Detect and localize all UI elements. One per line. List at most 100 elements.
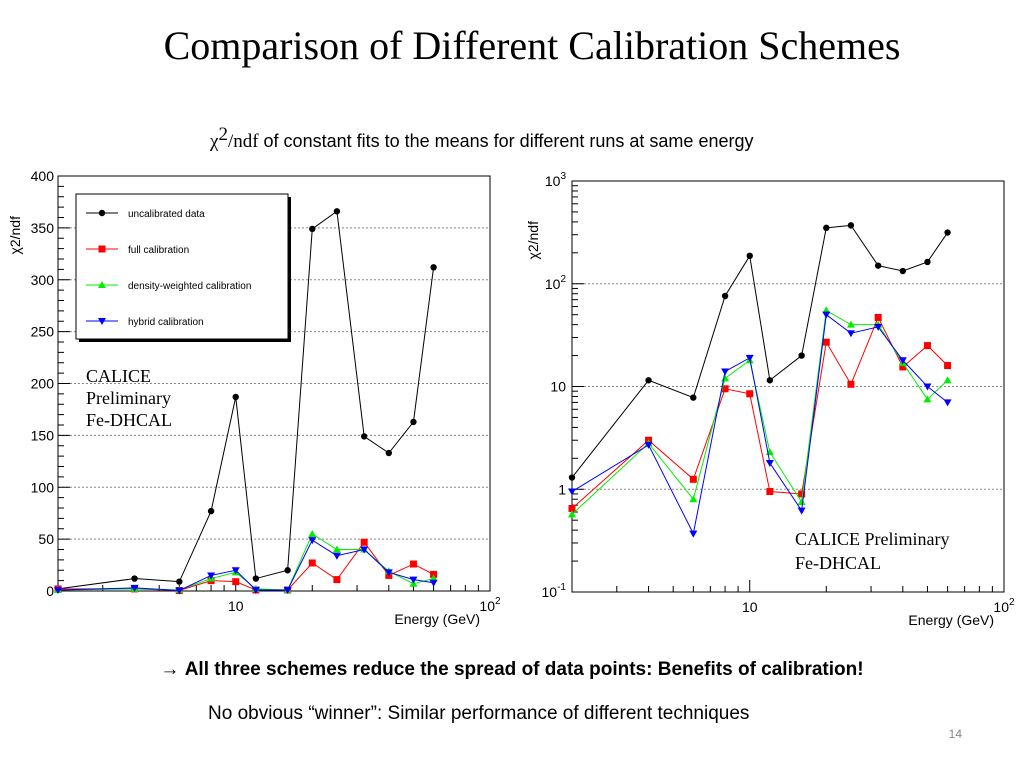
subtitle-sup: 2 <box>218 124 228 145</box>
x-axis-title: Energy (GeV) <box>394 611 480 627</box>
data-point <box>822 306 831 314</box>
data-point <box>409 560 417 568</box>
y-tick-label-exp: 3 <box>560 171 566 182</box>
y-tick-label: 350 <box>31 220 55 236</box>
data-point <box>847 222 855 229</box>
y-tick-label: 150 <box>31 427 55 443</box>
y-tick-label: 10-1 <box>542 582 567 600</box>
data-point <box>309 225 316 233</box>
data-point <box>410 418 417 426</box>
data-point <box>944 229 951 236</box>
y-tick-label-base: 10 <box>545 173 561 189</box>
data-point <box>384 569 393 577</box>
data-point <box>409 576 418 584</box>
legend-marker <box>98 245 106 253</box>
y-axis-title: χ2/ndf <box>525 221 541 260</box>
data-point <box>766 488 774 496</box>
annotation-label: Fe-DHCAL <box>86 410 172 430</box>
subtitle-chi: χ <box>210 131 219 152</box>
y-tick-label-base: 10 <box>550 379 566 395</box>
data-point <box>360 546 369 554</box>
x-tick-label-exp: 2 <box>1009 597 1015 608</box>
page-number: 14 <box>948 727 962 741</box>
data-point <box>797 498 806 506</box>
data-point <box>847 380 855 388</box>
subtitle-rest: of constant fits to the means for differ… <box>258 131 754 151</box>
data-point <box>765 460 774 468</box>
data-point <box>721 368 730 376</box>
y-tick-label-base: 1 <box>558 481 566 497</box>
data-point <box>568 510 576 518</box>
x-tick-label-exp: 2 <box>495 596 501 607</box>
data-point <box>798 352 805 359</box>
data-point <box>430 570 438 578</box>
legend-marker <box>98 209 106 217</box>
arrow-icon: → <box>160 659 185 680</box>
data-point <box>797 507 806 515</box>
conclusion-text: All three schemes reduce the spread of d… <box>184 659 864 680</box>
legend-box <box>75 193 289 340</box>
legend-label: full calibration <box>128 245 189 256</box>
slide-subtitle: χ2/ndf of constant fits to the means for… <box>210 124 753 153</box>
subtitle-ndf: /ndf <box>227 131 259 152</box>
x-tick-label-base: 10 <box>993 599 1009 615</box>
data-point <box>943 376 952 384</box>
data-point <box>430 264 437 271</box>
data-point <box>332 545 341 553</box>
data-point <box>874 313 882 321</box>
legend-marker <box>98 281 106 288</box>
data-point <box>746 390 754 398</box>
data-point <box>385 449 393 457</box>
annotation-label: CALICE <box>86 366 151 386</box>
data-point <box>283 586 292 594</box>
y-tick-label: 100 <box>31 479 55 495</box>
data-point <box>746 252 753 260</box>
x-axis-title: Energy (GeV) <box>908 612 994 628</box>
x-tick-label-base: 10 <box>479 598 495 614</box>
data-point <box>798 490 806 498</box>
y-tick-label-exp: 2 <box>560 274 566 285</box>
annotation-label: Fe-DHCAL <box>795 553 881 573</box>
data-point <box>874 323 883 331</box>
data-point <box>943 399 952 407</box>
data-point <box>690 394 697 401</box>
legend: uncalibrated data full calibration density… <box>75 193 291 342</box>
data-point <box>923 342 931 350</box>
data-point <box>944 362 952 370</box>
data-point <box>898 357 907 365</box>
y-tick-label: 10 <box>550 379 566 395</box>
y-tick-label: 300 <box>31 272 55 288</box>
data-point <box>822 311 831 319</box>
y-tick-label-base: 10 <box>545 276 561 292</box>
data-point <box>332 552 341 560</box>
y-tick-label: 250 <box>31 324 55 340</box>
legend-shadow <box>288 197 291 342</box>
y-tick-label: 102 <box>545 274 567 292</box>
data-point <box>846 330 855 338</box>
data-point <box>251 586 260 594</box>
data-point <box>252 575 260 582</box>
data-point <box>644 441 653 449</box>
data-point <box>923 395 932 403</box>
y-tick-label: 400 <box>31 168 55 184</box>
x-tick-label: 102 <box>993 597 1015 615</box>
data-point <box>333 208 341 215</box>
data-point <box>721 385 729 393</box>
legend-label: hybrid calibration <box>128 317 204 328</box>
conclusion: → All three schemes reduce the spread of… <box>0 659 1024 681</box>
y-tick-label: 103 <box>545 171 567 189</box>
y-axis-title: χ2/ndf <box>7 216 23 255</box>
data-point <box>568 504 576 512</box>
annotation-label: CALICE Preliminary <box>795 529 949 549</box>
data-point <box>822 338 830 346</box>
data-point <box>308 559 316 567</box>
data-point <box>131 575 138 582</box>
x-tick-label: 10 <box>742 599 758 615</box>
data-point <box>568 474 576 481</box>
data-point <box>823 224 830 232</box>
x-tick-label-base: 10 <box>228 598 244 614</box>
data-point <box>176 578 183 585</box>
data-point <box>333 576 341 584</box>
data-point <box>899 363 907 371</box>
